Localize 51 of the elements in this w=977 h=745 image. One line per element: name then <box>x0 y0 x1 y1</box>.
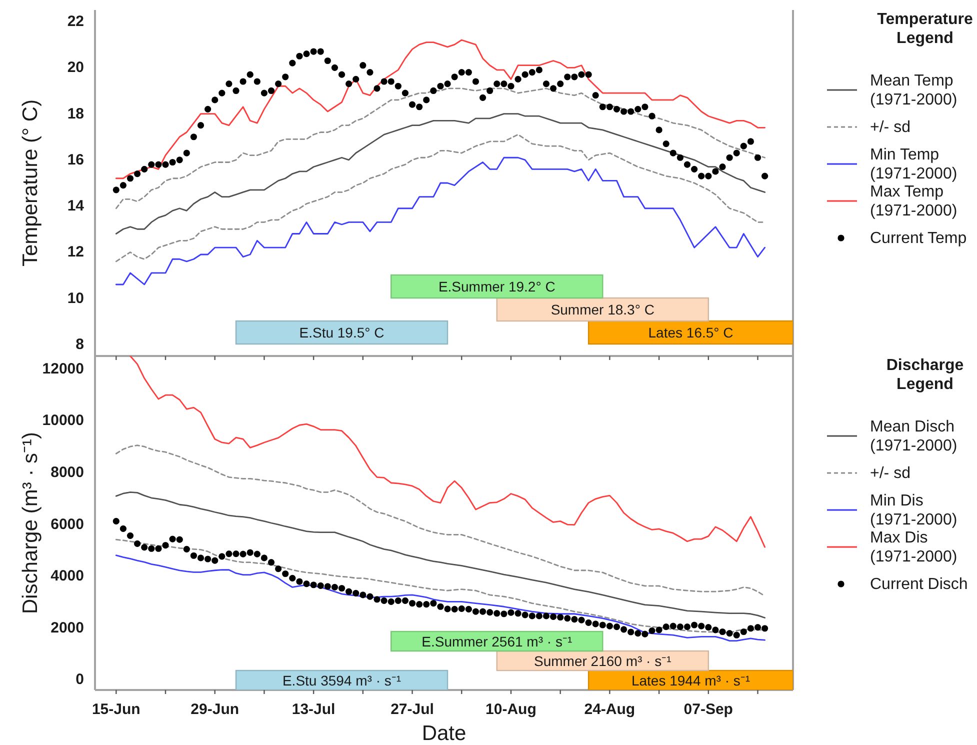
band-label: E.Summer 2561 m³ · s⁻¹ <box>422 633 572 650</box>
x-tick-label: 13-Jul <box>292 701 336 718</box>
y-tick-label: 8 <box>76 336 84 353</box>
x-tick-label: 07-Sep <box>684 701 733 718</box>
legend-label: +/- sd <box>870 118 910 136</box>
line-series <box>115 134 766 262</box>
y-tick-label: 14 <box>67 198 85 215</box>
y-tick-label: 6000 <box>50 516 84 533</box>
band-label: E.Stu 19.5° C <box>299 324 384 340</box>
legend-label: Max Dis (1971-2000) <box>870 529 958 565</box>
legend-label: Min Temp (1971-2000) <box>870 146 958 182</box>
line-series <box>115 39 766 180</box>
legend-label: +/- sd <box>870 464 910 482</box>
y-tick-label: 2000 <box>50 619 84 636</box>
x-tick-label: 27-Jul <box>390 701 434 718</box>
band-label: E.Stu 3594 m³ · s⁻¹ <box>282 672 402 688</box>
y-tick-label: 10 <box>67 290 84 307</box>
legend-label: Current Disch <box>870 576 968 592</box>
line-series <box>115 444 766 597</box>
line-series <box>115 491 766 618</box>
x-tick-label: 15-Jun <box>92 701 140 718</box>
x-tick-label: 24-Aug <box>584 701 636 718</box>
y-tick-label: 8000 <box>50 464 84 482</box>
band-label: Lates 16.5° C <box>648 324 734 340</box>
legend-label: Mean Temp (1971-2000) <box>870 72 958 108</box>
band-label: Summer 18.3° C <box>550 302 654 318</box>
legend-label: Current Temp <box>870 230 967 246</box>
y-axis-title: Discharge (m³ · s⁻¹) <box>18 432 42 614</box>
y-tick-label: 0 <box>76 671 84 688</box>
legend-label: Mean Disch (1971-2000) <box>870 418 958 454</box>
y-tick-label: 22 <box>67 13 84 30</box>
legend-title: Discharge Legend <box>886 356 964 392</box>
y-tick-label: 12 <box>67 244 84 261</box>
y-tick-label: 16 <box>67 151 84 168</box>
line-series <box>130 356 766 548</box>
band-label: E.Summer 19.2° C <box>438 278 556 294</box>
x-axis-title: Date <box>422 722 466 745</box>
x-tick-label: 10-Aug <box>486 701 536 718</box>
line-series <box>115 113 766 234</box>
y-tick-label: 18 <box>67 105 84 122</box>
y-tick-label: 12000 <box>42 360 84 378</box>
band-label: Summer 2160 m³ · s⁻¹ <box>534 652 672 669</box>
legend-label: Min Dis (1971-2000) <box>870 492 958 528</box>
legend-label: Max Temp (1971-2000) <box>870 183 958 219</box>
band-label: Lates 1944 m³ · s⁻¹ <box>631 672 750 688</box>
y-tick-label: 20 <box>67 59 84 76</box>
y-axis-title: Temperature (° C) <box>18 99 42 267</box>
y-tick-label: 10000 <box>42 412 84 430</box>
x-tick-label: 29-Jun <box>190 701 240 718</box>
y-tick-label: 4000 <box>50 568 84 585</box>
legend-title: Temperature Legend <box>877 10 973 46</box>
